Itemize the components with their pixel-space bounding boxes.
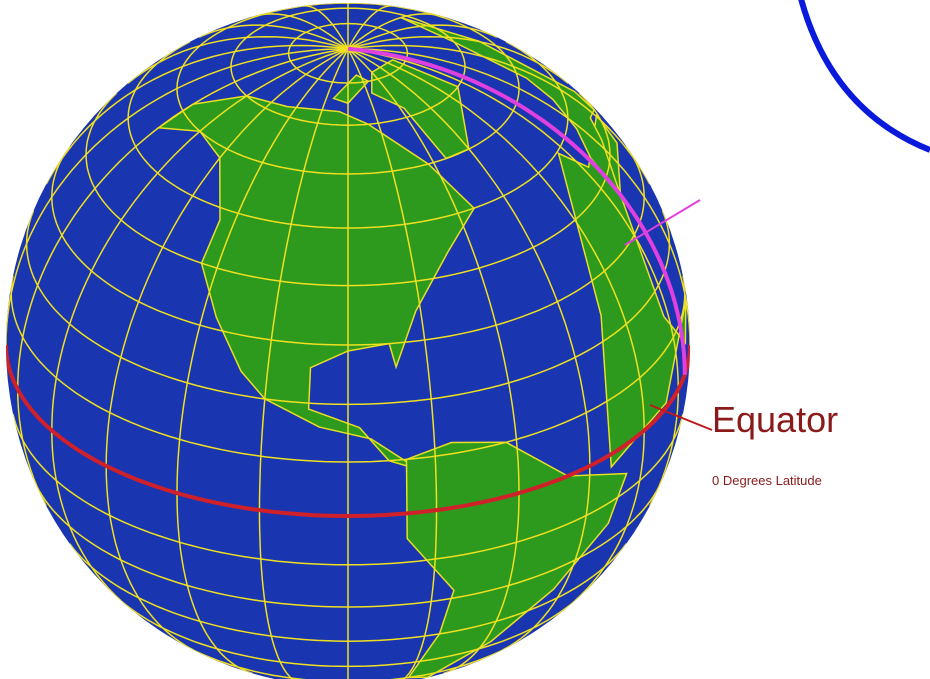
meridian	[258, 48, 349, 679]
parallel	[10, 275, 686, 463]
meridian	[176, 48, 349, 675]
meridian	[347, 24, 498, 50]
parallel	[32, 479, 664, 608]
meridian	[347, 5, 393, 50]
continents	[156, 16, 687, 679]
parallel	[12, 413, 684, 566]
equator-note: 0 Degrees Latitude	[712, 473, 822, 488]
parallel	[127, 41, 569, 229]
meridian	[347, 48, 520, 675]
equator-line	[6, 344, 690, 519]
meridian	[51, 48, 349, 602]
meridian	[198, 24, 349, 50]
meridian	[347, 13, 444, 50]
parallel	[85, 92, 611, 287]
parallel	[69, 543, 627, 642]
parallel	[287, 22, 409, 84]
equator-label: Equator	[712, 399, 838, 440]
orbit-arc	[798, 0, 930, 153]
meridian	[347, 44, 651, 185]
meridian	[303, 5, 349, 50]
parallel	[230, 7, 466, 126]
highlighted-meridian	[347, 46, 687, 375]
meridian	[252, 13, 349, 50]
continent	[156, 95, 476, 471]
parallel	[25, 210, 671, 406]
meridian	[347, 48, 645, 602]
meridian	[45, 44, 349, 185]
parallel	[116, 596, 580, 668]
equator-leader	[649, 404, 713, 431]
parallel	[176, 3, 520, 175]
meridian-leader	[624, 199, 701, 246]
meridian	[347, 48, 438, 679]
meridian	[347, 48, 690, 346]
parallel	[51, 145, 645, 346]
meridian	[6, 48, 349, 346]
meridian	[16, 48, 349, 507]
parallel	[189, 647, 507, 679]
graticule	[6, 3, 690, 679]
